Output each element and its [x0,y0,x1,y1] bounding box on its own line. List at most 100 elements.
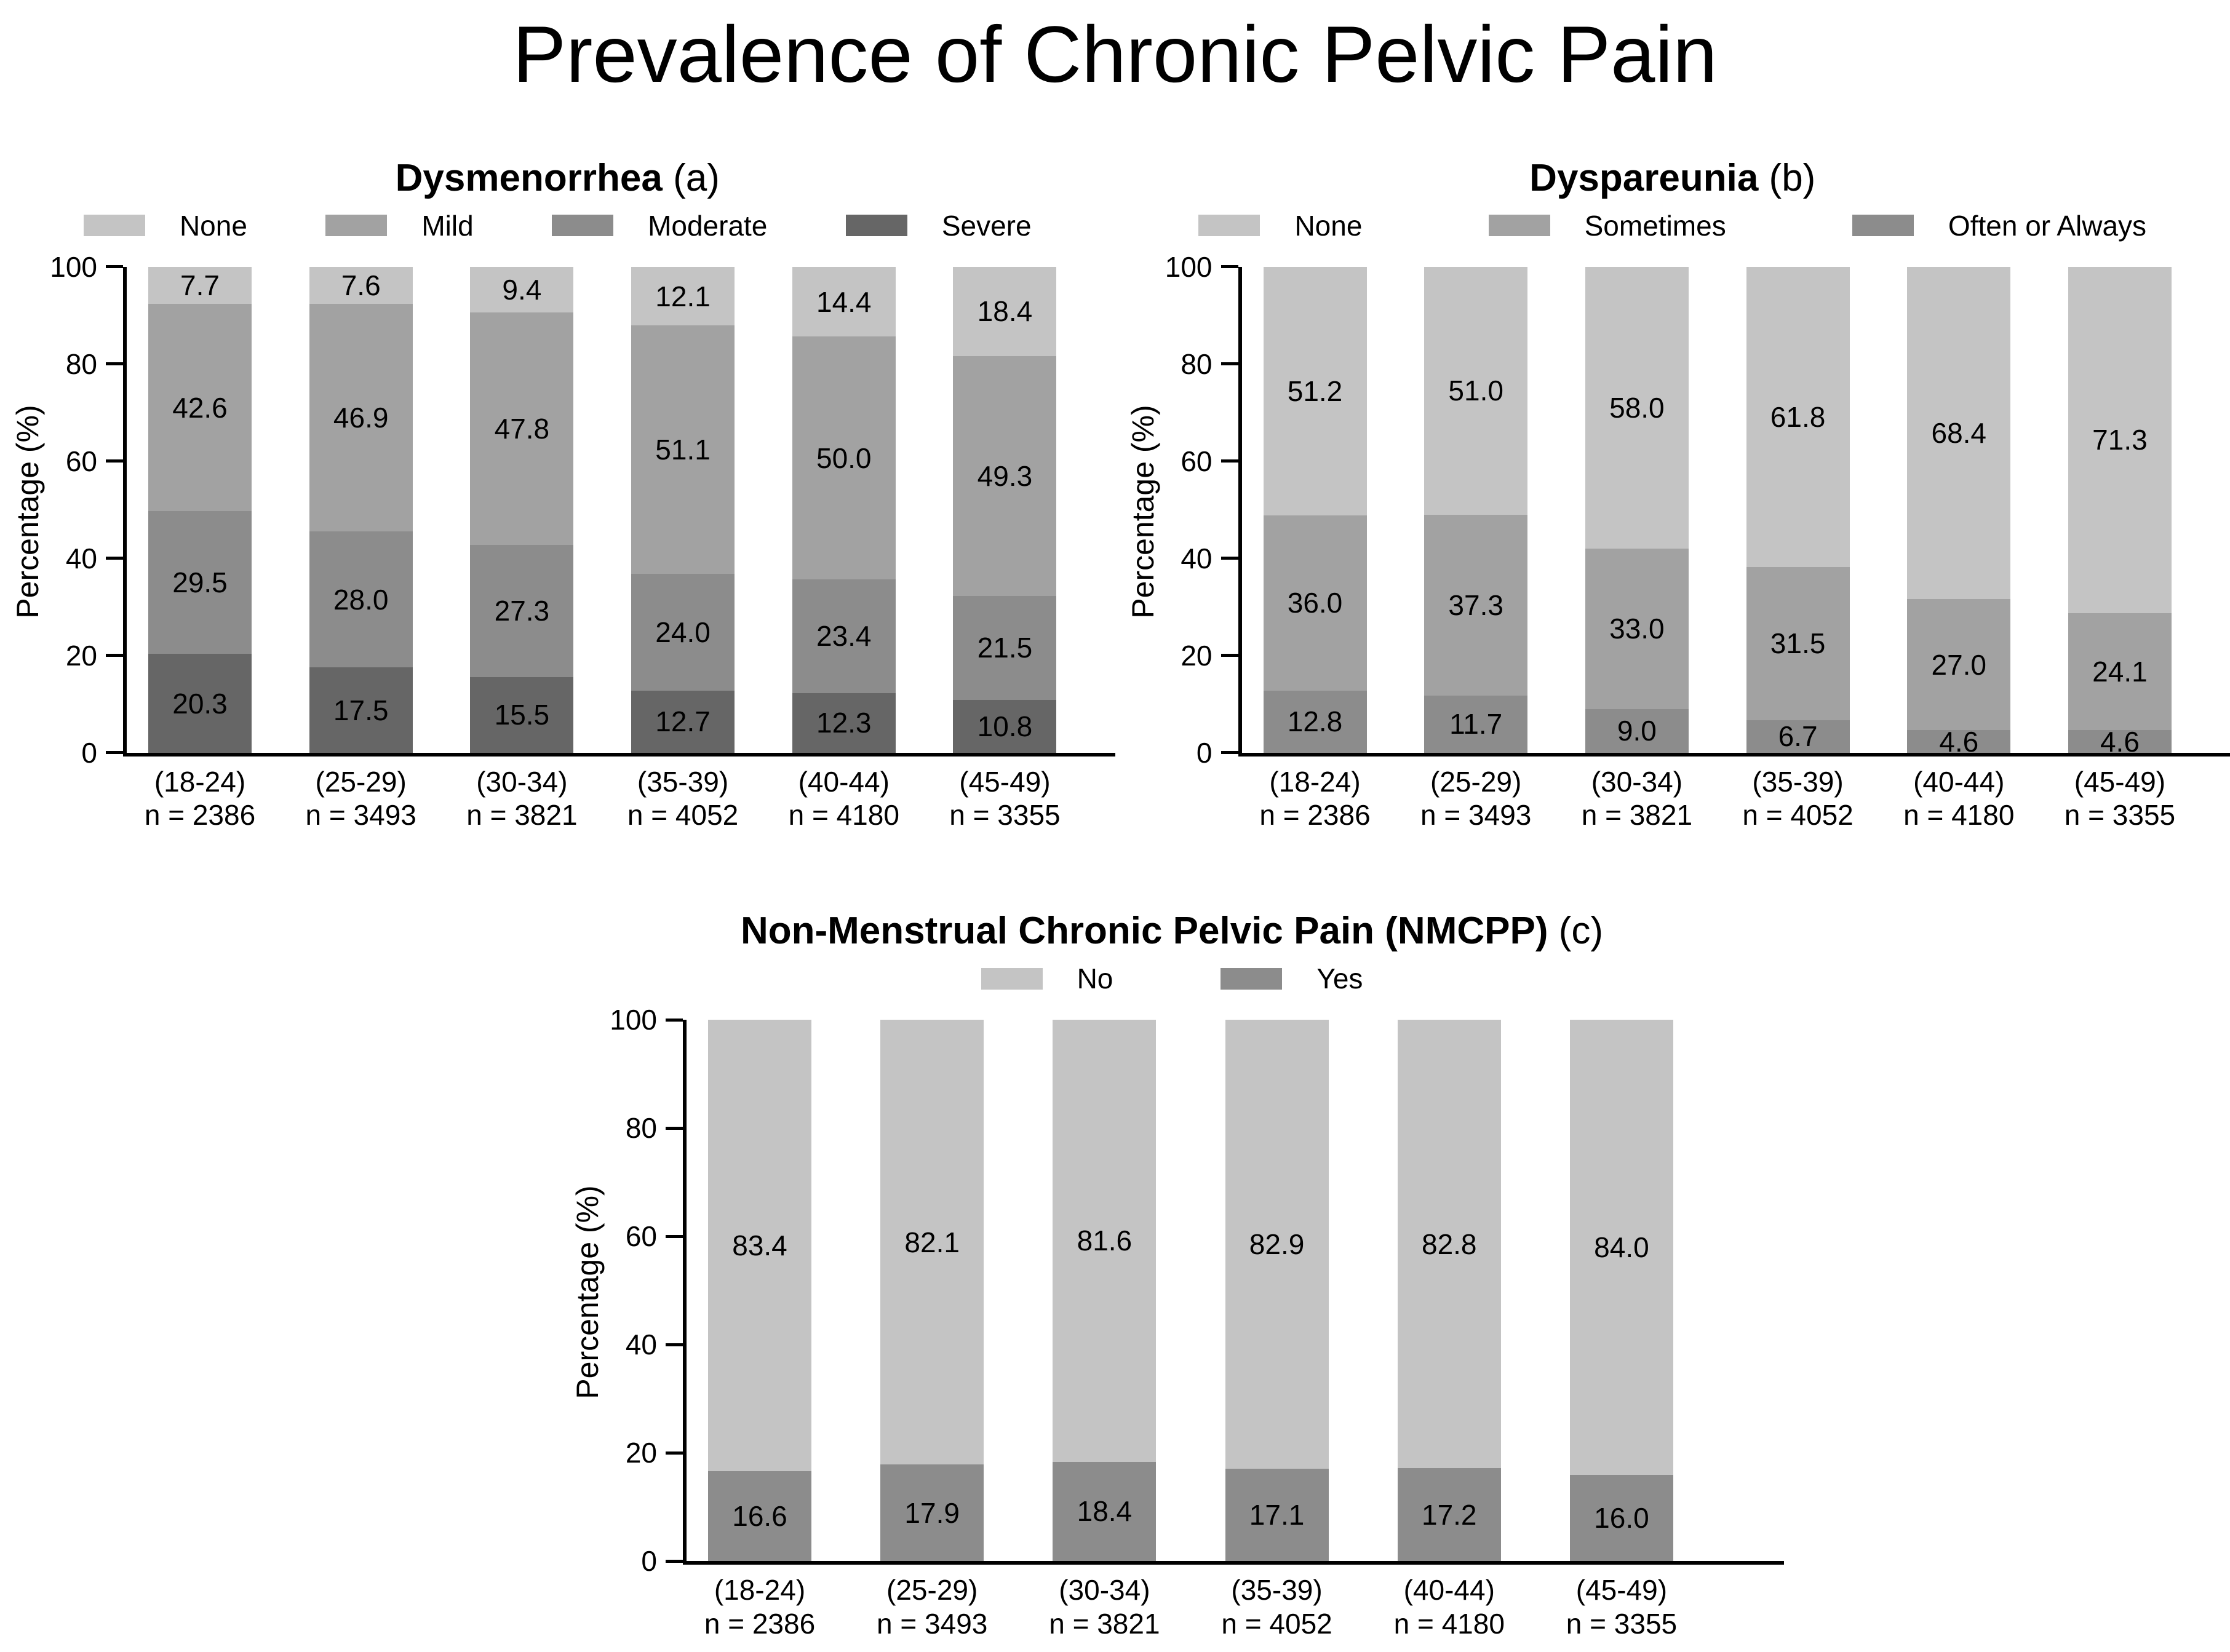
bar-segment-moderate: 23.4 [792,579,896,693]
bar-segment-value: 17.2 [1422,1501,1477,1529]
y-tick-mark [106,362,123,365]
legend-label: None [1294,212,1362,240]
bar-segment-value: 18.4 [978,297,1033,325]
bar-segment-severe: 15.5 [470,677,573,752]
bar-segment-yes: 16.0 [1570,1475,1673,1562]
bar-segment-value: 16.6 [732,1502,787,1530]
x-axis-labels-row: (18-24)n = 2386 (25-29)n = 3493 (30-34) n =… [0,765,1115,832]
bar-segment-mild: 47.8 [470,312,573,545]
legend-item-none: None [1198,212,1362,240]
y-tick-mark [106,557,123,560]
age-group-label: (40-44) [1913,765,2004,798]
bar-segment-value: 27.3 [495,597,550,625]
age-group-label: (25-29) [316,765,407,798]
bar-segment-severe: 12.7 [631,691,735,752]
bar-segment-sometimes: 33.0 [1585,549,1689,709]
bar-segment-value: 51.1 [655,435,711,464]
age-group-label: (25-29) [1430,765,1521,798]
bar-segment-value: 17.1 [1249,1501,1305,1529]
y-tick-label: 0 [641,1547,657,1575]
age-group-label: (35-39) [1231,1573,1322,1606]
bar-segment-value: 10.8 [978,712,1033,741]
bar-segment-severe: 17.5 [309,667,413,752]
legend-item-yes: Yes [1221,964,1363,993]
chart-title-tag: (a) [663,157,720,199]
bar-segment-none: 7.6 [309,267,413,304]
bar-segment-no: 84.0 [1570,1020,1673,1474]
bar-segment-severe: 12.3 [792,693,896,753]
y-tick-mark [1221,265,1238,268]
x-axis-label-40-44: (40-44)n = 4180 [792,765,896,832]
bar-segment-value: 20.3 [172,689,228,718]
legend-item-mild: Mild [325,212,473,240]
sample-size-label: n = 3355 [949,798,1060,832]
bar-segment-none: 12.1 [631,267,735,326]
y-tick-label: 60 [1181,447,1212,475]
bar-segment-value: 4.6 [1939,728,1978,756]
bar-segment-value: 42.6 [172,394,228,422]
sample-size-label: n = 3355 [2065,798,2175,832]
legend-item-none: None [84,212,247,240]
y-tick-mark [106,265,123,268]
bar-segment-value: 46.9 [333,403,389,432]
x-axis-spacer [0,765,127,832]
age-group-label: (25-29) [886,1573,978,1606]
bar-segment-none: 51.0 [1424,267,1527,515]
sample-size-label: n = 3493 [306,798,416,832]
bar-segment-severe: 20.3 [148,654,252,752]
x-axis-label-25-29: (25-29)n = 3493 [1424,765,1527,832]
bar-segment-value: 27.0 [1931,651,1986,679]
bar-segment-often-or-always: 6.7 [1746,720,1850,753]
bar-segment-moderate: 27.3 [470,545,573,678]
x-axis-label-40-44: (40-44)n = 4180 [1398,1573,1501,1640]
bar-segment-value: 84.0 [1594,1233,1649,1261]
bar-segment-value: 9.0 [1617,717,1657,745]
legend-swatch-severe [846,215,907,236]
age-group-label: (30-34) [476,765,567,798]
bar-segment-sometimes: 27.0 [1907,599,2010,730]
bar-segment-value: 11.7 [1449,710,1502,738]
y-tick-mark [1221,654,1238,657]
bar-segment-often-or-always: 11.7 [1424,696,1527,752]
x-axis-spacer [1115,765,1242,832]
y-tick-mark [666,1560,683,1563]
bar-segment-yes: 16.6 [708,1471,811,1561]
bar-segment-sometimes: 31.5 [1746,567,1850,720]
bar-segment-yes: 18.4 [1053,1462,1156,1562]
bar-segment-value: 51.2 [1288,377,1343,405]
bar-segment-none: 14.4 [792,267,896,337]
y-tick-label: 80 [1181,350,1212,378]
sample-size-label: n = 4052 [1742,798,1853,832]
sample-size-label: n = 4052 [627,798,738,832]
y-axis-label: Percentage (%) [1125,405,1161,618]
bar-segment-value: 50.0 [816,444,872,472]
y-tick-label: 40 [66,544,97,573]
bar-segment-value: 51.0 [1448,376,1503,405]
bar-segment-none: 58.0 [1585,267,1689,549]
sample-size-label: n = 4180 [1394,1607,1505,1640]
y-tick-mark [1221,557,1238,560]
bar-segment-value: 58.0 [1609,394,1665,422]
bar-segment-no: 83.4 [708,1020,811,1471]
legend-label: None [180,212,247,240]
y-tick-label: 100 [50,253,97,281]
x-axis-label-18-24: (18-24)n = 2386 [148,765,252,832]
x-axis-labels-row: (18-24)n = 2386(25-29)n = 3493(30-34)n =… [560,1573,1784,1640]
bar-segment-value: 83.4 [732,1231,787,1260]
bar-segment-value: 23.4 [816,622,872,650]
bar-segment-sometimes: 37.3 [1424,515,1527,696]
legend-swatch-no [981,968,1043,990]
bar-segment-value: 7.7 [180,271,220,300]
chart-title-text: Dyspareunia [1529,157,1758,199]
